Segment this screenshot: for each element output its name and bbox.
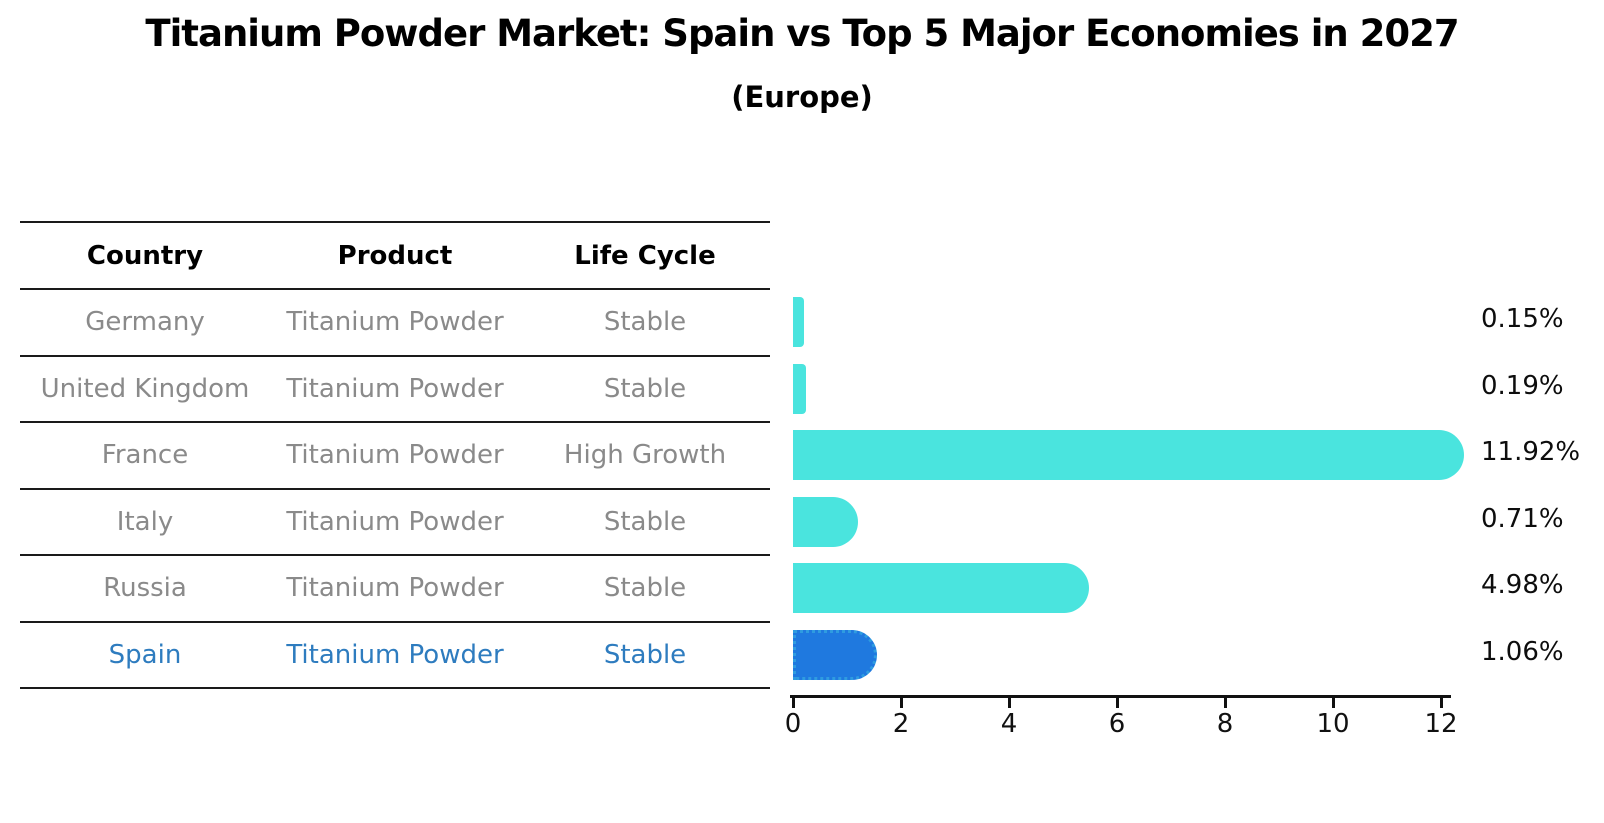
table-separator-line: [20, 554, 770, 556]
table-row: United Kingdom Titanium Powder Stable: [20, 356, 770, 423]
x-axis-tick: [1224, 698, 1227, 708]
table-separator-line: [20, 421, 770, 423]
table-separator-line: [20, 288, 770, 290]
x-axis-tick: [1332, 698, 1335, 708]
x-axis-tick: [792, 698, 795, 708]
table-cell-life-cycle: Stable: [603, 373, 687, 404]
table-cell-country: Italy: [116, 506, 174, 537]
x-axis-tick-label: 6: [1108, 709, 1126, 739]
chart-subtitle: (Europe): [731, 80, 873, 114]
table-cell-country: Germany: [85, 307, 205, 338]
x-axis-tick-label: 10: [1316, 709, 1350, 739]
x-axis-tick-label: 0: [784, 709, 802, 739]
table-cell-product: Titanium Powder: [286, 573, 504, 604]
table-row: Russia Titanium Powder Stable: [20, 555, 770, 622]
bar-germany: [793, 297, 805, 348]
bar-value-label: 4.98%: [1481, 570, 1564, 601]
bar-highlight-spain: [793, 629, 878, 680]
x-axis-tick: [900, 698, 903, 708]
table-header-cell: Product: [337, 240, 453, 271]
table-row: France Titanium Powder High Growth: [20, 422, 770, 489]
x-axis-tick: [1008, 698, 1011, 708]
bar-value-label: 0.71%: [1481, 503, 1564, 534]
table-cell-life-cycle: Stable: [603, 639, 687, 670]
table-header-row: Country Product Life Cycle: [20, 222, 770, 289]
bar-united-kingdom: [793, 363, 807, 414]
table-cell-product: Titanium Powder: [286, 506, 504, 537]
bar-france: [793, 430, 1464, 481]
table-row: Italy Titanium Powder Stable: [20, 489, 770, 556]
table-cell-product: Titanium Powder: [286, 307, 504, 338]
table-header-cell: Country: [86, 240, 204, 271]
bar-value-label: 0.19%: [1481, 370, 1564, 401]
x-axis-tick-label: 8: [1216, 709, 1234, 739]
table-separator-line: [20, 687, 770, 689]
table-cell-country: Russia: [103, 573, 187, 604]
table-cell-product: Titanium Powder: [286, 373, 504, 404]
bar-value-label: 11.92%: [1481, 437, 1581, 468]
x-axis-line: [790, 695, 1451, 698]
x-axis-tick: [1440, 698, 1443, 708]
table-cell-life-cycle: High Growth: [563, 440, 727, 471]
x-axis-tick: [1116, 698, 1119, 708]
bar-value-label: 0.15%: [1481, 304, 1564, 335]
x-axis-tick-label: 12: [1424, 709, 1458, 739]
table-header-cell: Life Cycle: [574, 240, 716, 271]
bar-value-label: 1.06%: [1481, 636, 1564, 667]
x-axis-tick-label: 2: [892, 709, 910, 739]
table-cell-life-cycle: Stable: [603, 307, 687, 338]
table-row: Germany Titanium Powder Stable: [20, 289, 770, 356]
table-cell-life-cycle: Stable: [603, 506, 687, 537]
table-row: Spain Titanium Powder Stable: [20, 622, 770, 689]
table-cell-product: Titanium Powder: [286, 440, 504, 471]
table-separator-line: [20, 221, 770, 223]
table-cell-country: France: [101, 440, 189, 471]
table-cell-country: United Kingdom: [40, 373, 250, 404]
table-separator-line: [20, 487, 770, 490]
x-axis-tick-label: 4: [1000, 709, 1018, 739]
table-cell-country: Spain: [108, 639, 182, 670]
table-cell-product: Titanium Powder: [286, 639, 504, 670]
chart-title: Titanium Powder Market: Spain vs Top 5 M…: [145, 12, 1459, 55]
table-separator-line: [20, 620, 770, 623]
table-separator-line: [20, 354, 770, 357]
table-cell-life-cycle: Stable: [603, 573, 687, 604]
bar-russia: [793, 563, 1089, 614]
bar-italy: [793, 496, 859, 547]
